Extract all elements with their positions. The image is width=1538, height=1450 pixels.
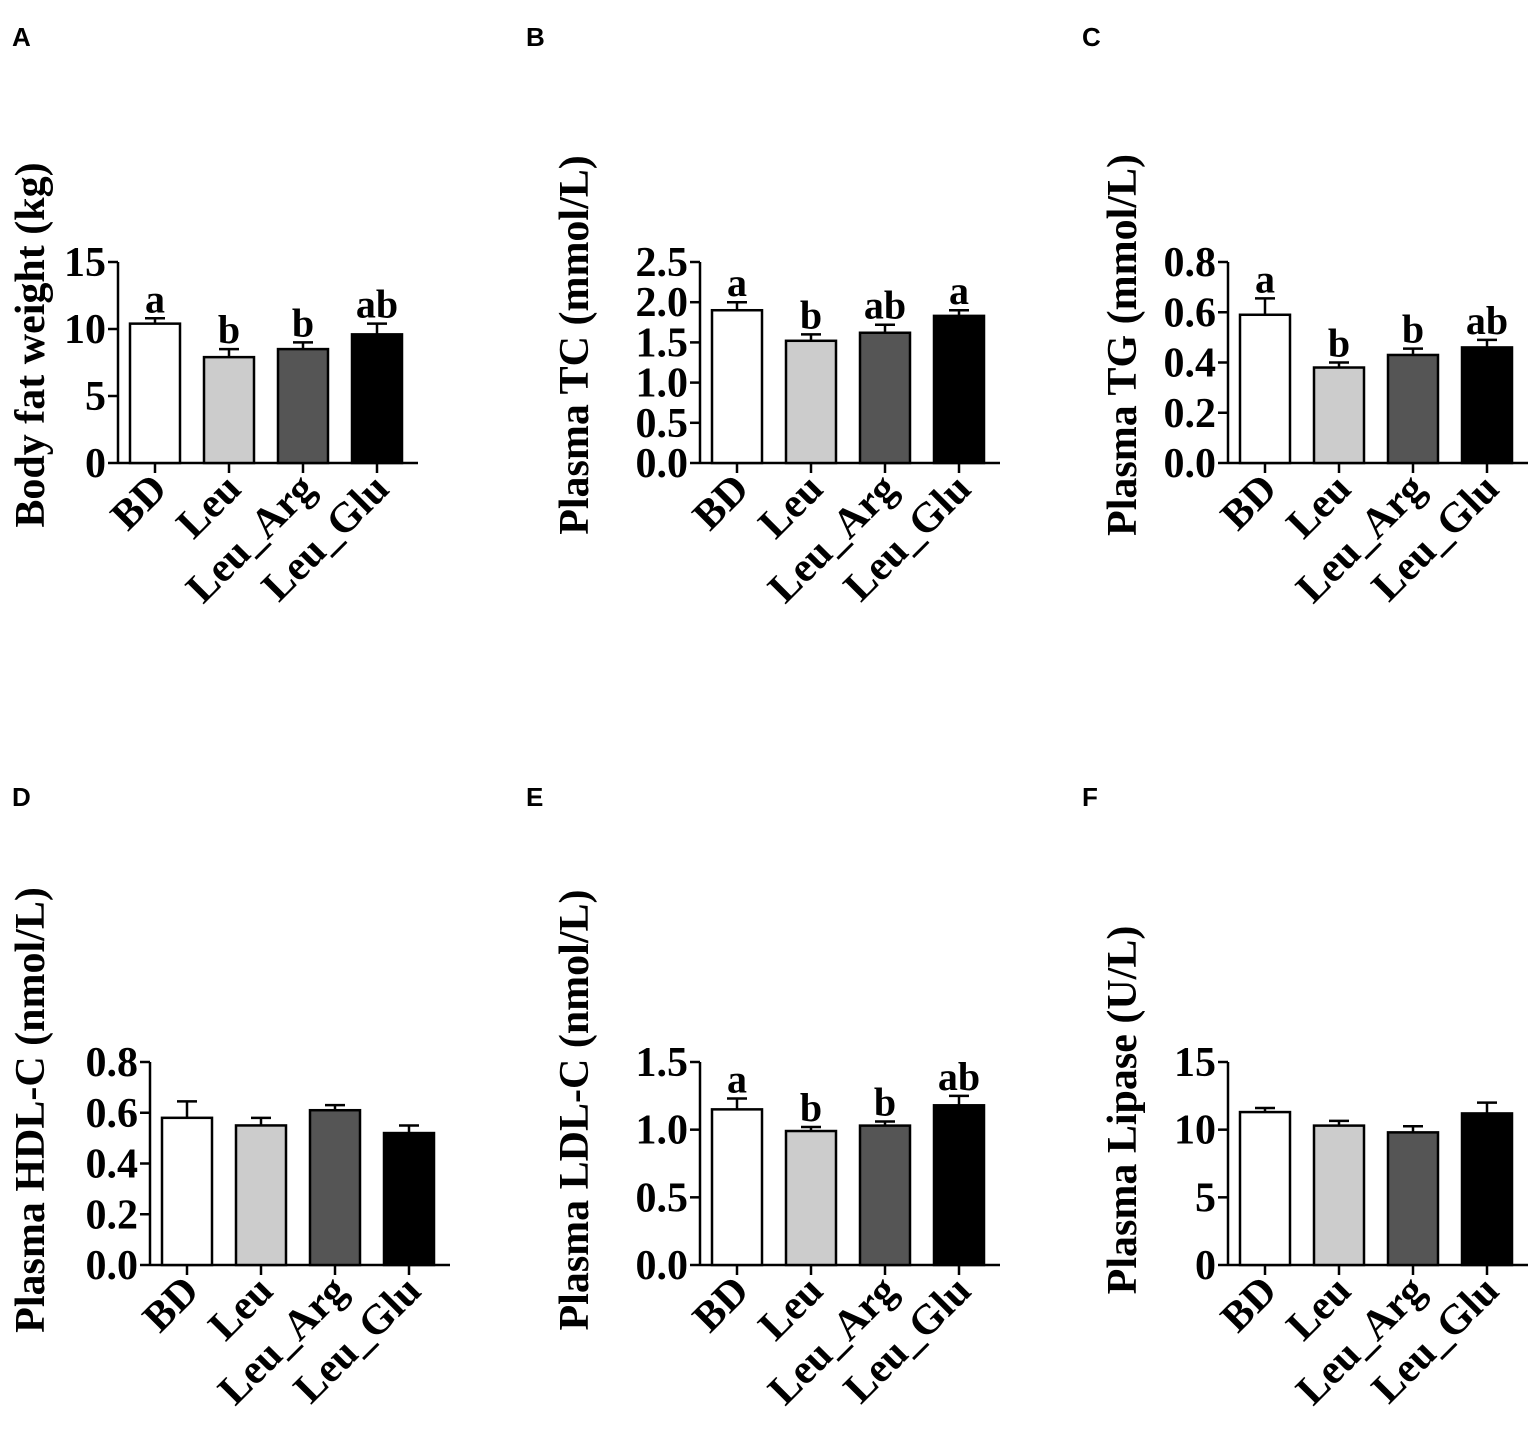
bar-bd (160, 1116, 214, 1267)
significance-label: ab (938, 1054, 980, 1099)
significance-label: b (874, 1080, 896, 1125)
significance-label: b (800, 1085, 822, 1130)
bar-bd (710, 1108, 764, 1267)
bar-leu-glu (1460, 1112, 1514, 1267)
y-tick-label: 0.8 (86, 1040, 139, 1086)
significance-label: a (145, 276, 165, 321)
bar-leu (234, 1124, 288, 1267)
bar-bd (1238, 1110, 1292, 1267)
significance-label: ab (356, 282, 398, 327)
bar-leu (1312, 366, 1366, 465)
bar-leu (202, 355, 256, 465)
significance-label: b (800, 292, 822, 337)
y-tick-label: 0 (85, 441, 106, 487)
category-label: BD (684, 466, 758, 540)
y-tick-label: 0.6 (86, 1091, 139, 1137)
y-tick-label: 0.0 (636, 1243, 689, 1289)
bar-leu-glu (382, 1131, 436, 1267)
y-tick-label: 1.0 (636, 361, 689, 407)
y-tick-label: 5 (1195, 1175, 1216, 1221)
significance-label: b (218, 307, 240, 352)
y-tick-label: 0.2 (86, 1192, 139, 1238)
panel-B: B Plasma TC (mmol/L) 0.00.51.01.52.02.5 a BD… (526, 22, 1000, 612)
panel-letter: F (1082, 782, 1098, 812)
bar-leu-glu (1460, 346, 1514, 465)
y-tick-label: 0.0 (636, 441, 689, 487)
bar-leu-arg (308, 1108, 362, 1267)
y-tick-label: 15 (1174, 1040, 1216, 1086)
bar-leu-arg (858, 331, 912, 465)
panel-letter: B (526, 22, 545, 52)
significance-label: ab (864, 283, 906, 328)
y-tick-label: 15 (64, 240, 106, 286)
panel-letter: C (1082, 22, 1101, 52)
bar-leu-arg (858, 1124, 912, 1267)
y-axis-label: Plasma TC (mmol/L) (552, 155, 598, 535)
y-tick-label: 1.0 (636, 1108, 689, 1154)
panel-letter: A (12, 22, 31, 52)
significance-label: a (949, 268, 969, 313)
y-tick-label: 0.0 (1164, 441, 1217, 487)
y-axis-label: Plasma Lipase (U/L) (1100, 926, 1146, 1295)
bar-leu-glu (932, 314, 986, 465)
bar-leu-arg (276, 347, 330, 465)
y-tick-label: 0 (1195, 1243, 1216, 1289)
y-axis-label: Plasma TG (mmol/L) (1100, 154, 1146, 536)
y-tick-label: 0.5 (636, 401, 689, 447)
bar-bd (710, 308, 764, 465)
y-axis-label: Plasma LDL-C (nmol/L) (552, 890, 598, 1331)
significance-label: a (727, 260, 747, 305)
bar-bd (128, 322, 182, 465)
bar-leu-glu (350, 333, 404, 465)
bar-leu-arg (1386, 353, 1440, 465)
panel-letter: D (12, 782, 31, 812)
bar-leu (1312, 1124, 1366, 1267)
significance-label: a (1255, 256, 1275, 301)
y-tick-label: 0.4 (86, 1142, 139, 1188)
significance-label: a (727, 1057, 747, 1102)
y-tick-label: 0.2 (1164, 391, 1217, 437)
category-label: BD (134, 1268, 208, 1342)
significance-label: b (292, 300, 314, 345)
y-tick-label: 10 (1174, 1108, 1216, 1154)
panel-letter: E (526, 782, 543, 812)
y-tick-label: 0.0 (86, 1243, 139, 1289)
y-axis-label: Body fat weight (kg) (8, 162, 54, 527)
bar-leu-arg (1386, 1131, 1440, 1267)
y-tick-label: 10 (64, 307, 106, 353)
y-axis-label: Plasma HDL-C (nmol/L) (8, 887, 54, 1333)
category-label: BD (1212, 466, 1286, 540)
category-label: BD (102, 466, 176, 540)
significance-label: b (1402, 307, 1424, 352)
y-tick-label: 5 (85, 374, 106, 420)
y-tick-label: 1.5 (636, 320, 689, 366)
category-label: BD (684, 1268, 758, 1342)
y-tick-label: 0.4 (1164, 341, 1217, 387)
y-tick-label: 1.5 (636, 1040, 689, 1086)
bar-bd (1238, 313, 1292, 465)
significance-label: b (1328, 321, 1350, 366)
bar-leu (784, 339, 838, 465)
significance-label: ab (1466, 298, 1508, 343)
y-tick-label: 0.8 (1164, 240, 1217, 286)
y-tick-label: 0.6 (1164, 290, 1217, 336)
bar-leu (784, 1129, 838, 1267)
category-label: BD (1212, 1268, 1286, 1342)
y-tick-label: 2.0 (636, 280, 689, 326)
bar-leu-glu (932, 1104, 986, 1267)
y-tick-label: 2.5 (636, 240, 689, 286)
y-tick-label: 0.5 (636, 1175, 689, 1221)
